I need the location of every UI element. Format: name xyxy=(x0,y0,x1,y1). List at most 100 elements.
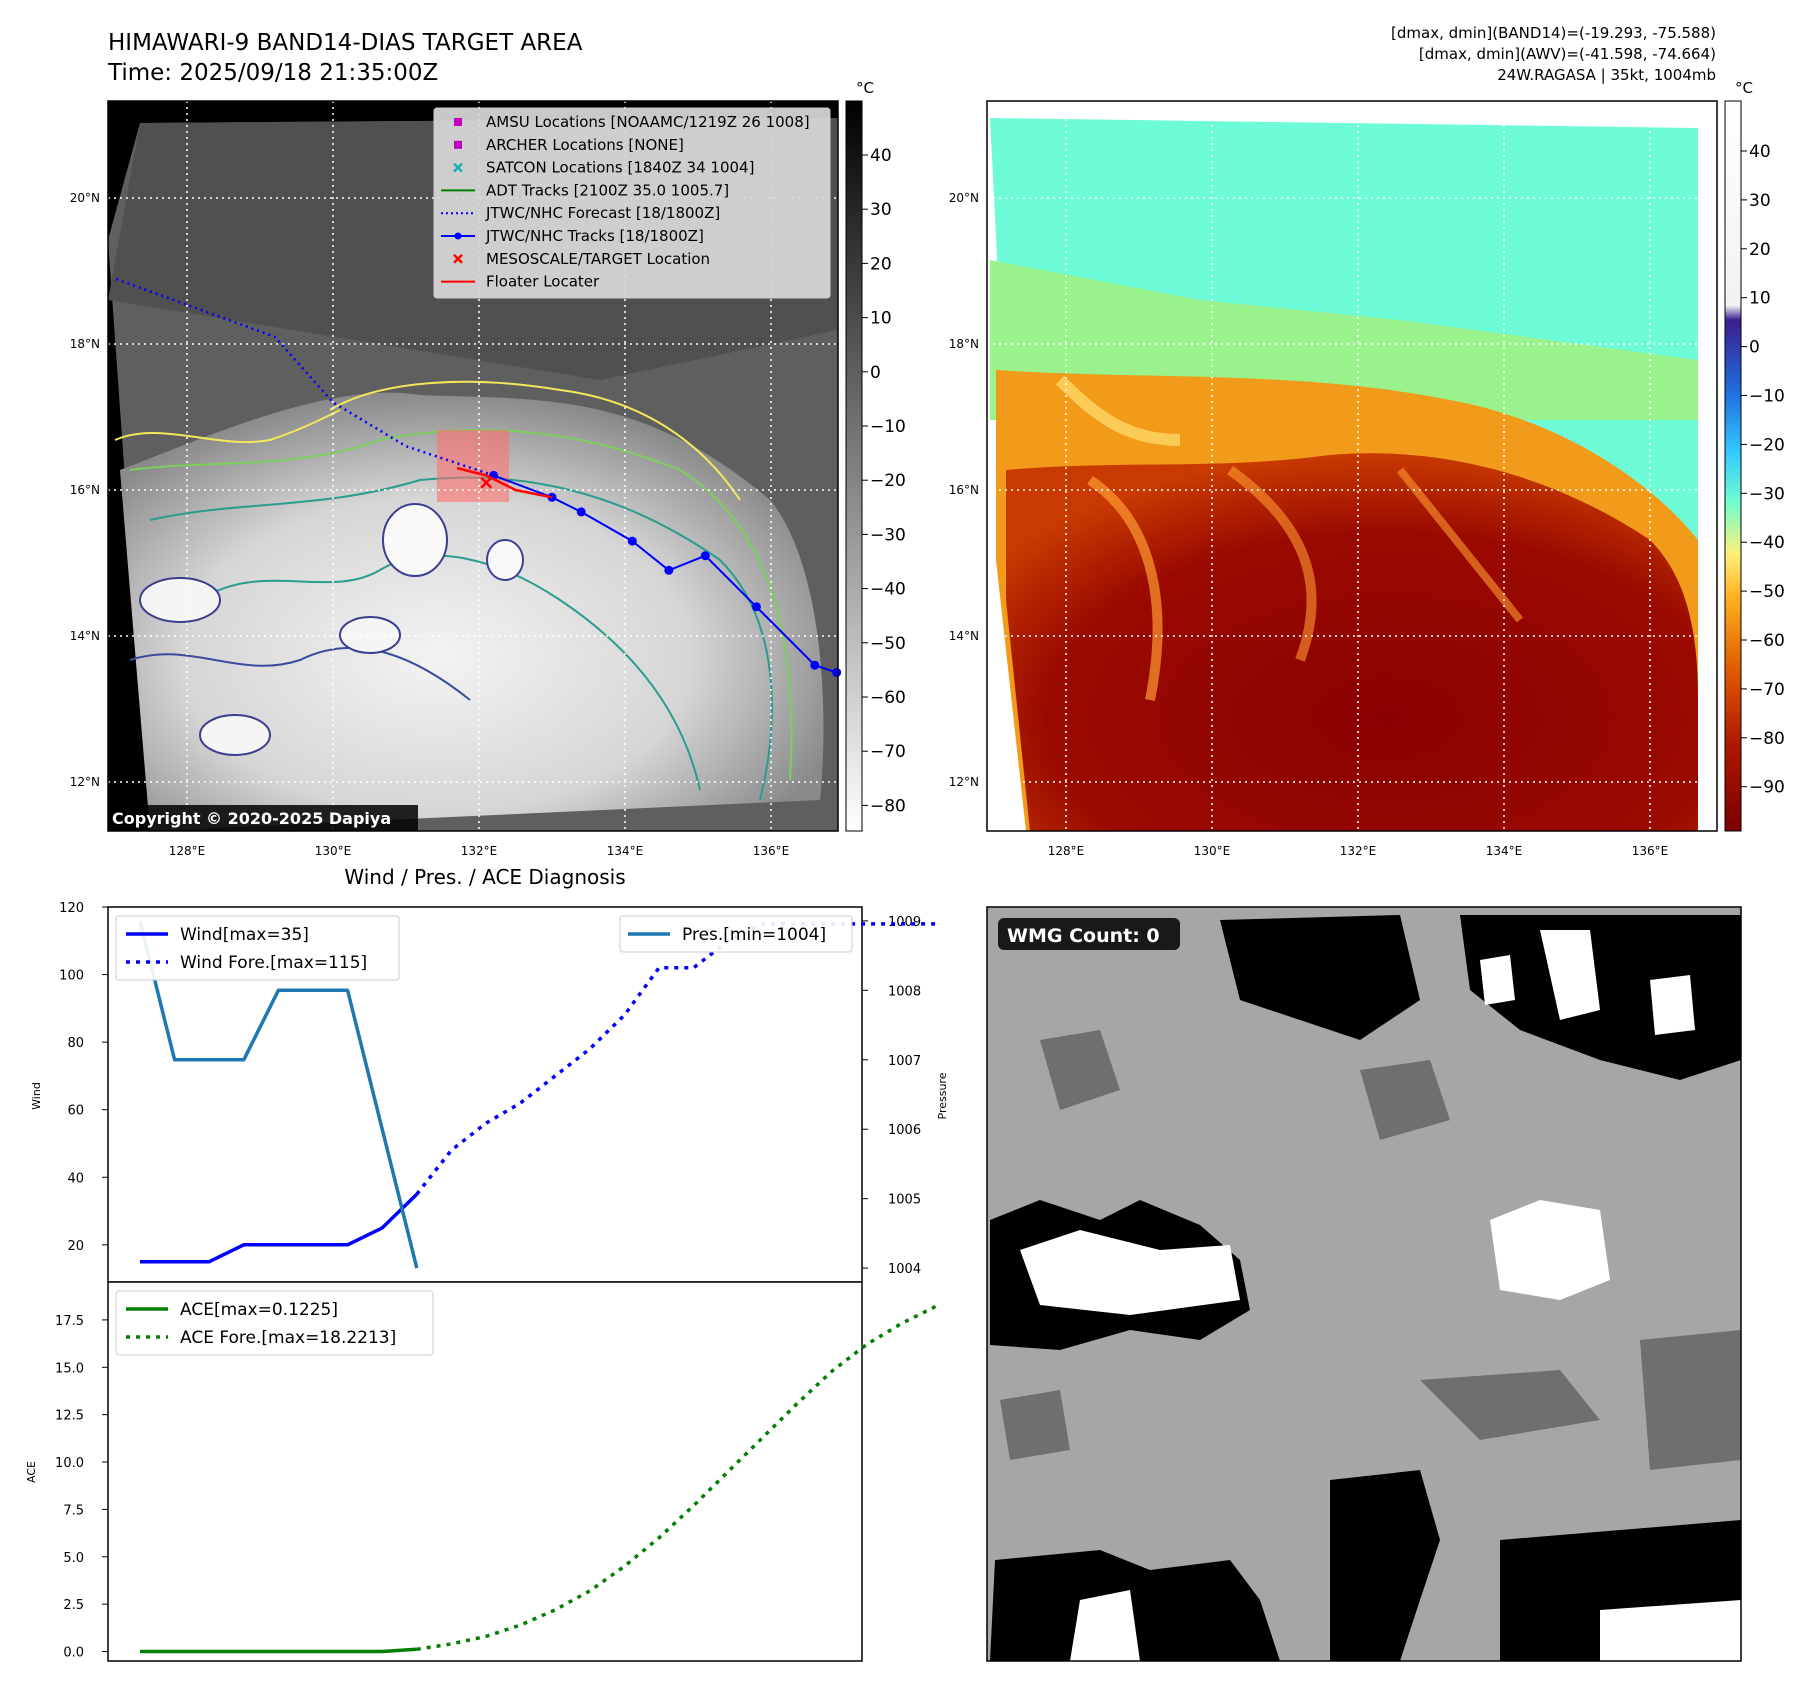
ir-cbar-label: −10 xyxy=(870,417,906,437)
ir-legend-label: MESOSCALE/TARGET Location xyxy=(486,250,710,268)
awv-lon-label: 128°E xyxy=(1048,844,1085,858)
ir-lon-label: 130°E xyxy=(315,844,352,858)
jtwc-track-point xyxy=(700,551,710,561)
ir-lat-label: 12°N xyxy=(70,775,100,789)
wind-ytick-label: 40 xyxy=(67,1171,84,1186)
ir-lon-label: 128°E xyxy=(169,844,206,858)
wind-ytick-label: 120 xyxy=(59,901,84,916)
ir-cbar-label: −30 xyxy=(870,525,906,545)
wind-axis-label: Wind xyxy=(30,1082,43,1110)
series-wind-fore- xyxy=(415,922,936,1196)
awv-cbar-label: −40 xyxy=(1749,533,1785,553)
ace-legend-1: ACE Fore.[max=18.2213] xyxy=(180,1328,396,1348)
jtwc-track-point xyxy=(832,668,842,677)
awv-colorbar-unit: °C xyxy=(1735,79,1753,97)
awv-cbar-label: 20 xyxy=(1749,240,1771,260)
ir-legend-label: Floater Locater xyxy=(486,273,600,291)
wind-legend-1: Wind Fore.[max=115] xyxy=(180,953,367,973)
series-ace xyxy=(140,1647,417,1654)
wmg-badge: WMG Count: 0 xyxy=(1007,925,1160,947)
wind-ytick-label: 60 xyxy=(67,1104,84,1119)
awv-lat-label: 18°N xyxy=(949,337,979,351)
jtwc-track-point xyxy=(751,602,761,612)
jtwc-forecast-line xyxy=(113,277,494,477)
dmax-awv-label: [dmax, dmin](AWV)=(-41.598, -74.664) xyxy=(1419,45,1716,63)
ir-legend-label: SATCON Locations [1840Z 34 1004] xyxy=(486,159,754,177)
ir-map-panel: AMSU Locations [NOAAMC/1219Z 26 1008] ARC… xyxy=(70,100,842,858)
ir-colorbar-unit: °C xyxy=(856,79,874,97)
awv-lat-label: 20°N xyxy=(949,191,979,205)
awv-cbar-label: 40 xyxy=(1749,142,1771,162)
ace-ytick-label: 5.0 xyxy=(63,1551,84,1566)
awv-cbar-label: −30 xyxy=(1749,484,1785,504)
ir-legend-label: ARCHER Locations [NONE] xyxy=(486,136,684,154)
floater-line xyxy=(456,466,553,499)
ace-ytick-label: 7.5 xyxy=(63,1503,84,1518)
ace-axis-label: ACE xyxy=(25,1461,38,1483)
pressure-ytick-label: 1007 xyxy=(888,1054,921,1069)
awv-lat-label: 14°N xyxy=(949,629,979,643)
ace-ytick-label: 2.5 xyxy=(63,1598,84,1613)
awv-cbar-label: −10 xyxy=(1749,387,1785,407)
awv-lon-label: 136°E xyxy=(1632,844,1669,858)
legend-marker-dot xyxy=(454,232,462,240)
ir-cbar-label: 20 xyxy=(870,254,892,274)
pressure-ytick-label: 1005 xyxy=(888,1193,921,1208)
jtwc-track-point xyxy=(664,565,674,575)
wind-legend-0: Wind[max=35] xyxy=(180,925,309,945)
ace-ytick-label: 0.0 xyxy=(63,1646,84,1661)
wind-pressure-chart: Wind Pressure 20 40 60 80 100 120 1004 1005 100… xyxy=(30,901,949,1283)
pressure-legend-0: Pres.[min=1004] xyxy=(682,925,826,945)
ir-lon-label: 136°E xyxy=(753,844,790,858)
pressure-ytick-label: 1004 xyxy=(888,1262,921,1277)
ir-cbar-label: −40 xyxy=(870,580,906,600)
ace-legend: ACE[max=0.1225] ACE Fore.[max=18.2213] xyxy=(115,1290,434,1356)
legend-marker-square xyxy=(454,140,462,149)
ace-ytick-label: 12.5 xyxy=(55,1409,84,1424)
awv-cbar-label: −50 xyxy=(1749,582,1785,602)
awv-cbar-label: 30 xyxy=(1749,191,1771,211)
ir-cbar-label: 10 xyxy=(870,309,892,329)
diag-title: Wind / Pres. / ACE Diagnosis xyxy=(344,865,625,889)
ir-lon-label: 134°E xyxy=(607,844,644,858)
awv-cbar-label: 10 xyxy=(1749,289,1771,309)
jtwc-track-point xyxy=(627,536,637,546)
series-ace-fore- xyxy=(416,1304,937,1652)
ir-colorbar: °C 40 30 20 10 0 −10 −20 −30 −40 −50 −60 −70 −80 xyxy=(845,79,906,832)
ir-cbar-label: 30 xyxy=(870,200,892,220)
ir-lon-label: 132°E xyxy=(461,844,498,858)
awv-lat-label: 16°N xyxy=(949,483,979,497)
awv-cbar-label: −90 xyxy=(1749,778,1785,798)
ir-cbar-label: −70 xyxy=(870,742,906,762)
ir-map-legend: AMSU Locations [NOAAMC/1219Z 26 1008] ARC… xyxy=(433,107,831,299)
figure-title: HIMAWARI-9 BAND14-DIAS TARGET AREA xyxy=(108,30,583,56)
awv-cbar-label: −70 xyxy=(1749,680,1785,700)
copyright-label: Copyright © 2020-2025 Dapiya xyxy=(112,809,391,828)
figure-time: Time: 2025/09/18 21:35:00Z xyxy=(107,60,438,86)
wind-legend: Wind[max=35] Wind Fore.[max=115] xyxy=(115,915,400,981)
target-location-marker xyxy=(480,476,493,489)
ace-legend-0: ACE[max=0.1225] xyxy=(180,1300,338,1320)
ir-cbar-label: 40 xyxy=(870,146,892,166)
ir-lat-label: 14°N xyxy=(70,629,100,643)
ace-ytick-label: 17.5 xyxy=(55,1314,84,1329)
ace-chart: ACE 0.0 2.5 5.0 7.5 10.0 12.5 15.0 17.5 ACE[max… xyxy=(25,1281,937,1662)
legend-marker-x xyxy=(453,162,463,173)
ace-ytick-label: 10.0 xyxy=(55,1456,84,1471)
ir-cbar-label: −50 xyxy=(870,634,906,654)
awv-cbar-label: 0 xyxy=(1749,338,1760,358)
ir-legend-label: JTWC/NHC Forecast [18/1800Z] xyxy=(485,204,720,222)
ir-cbar-label: 0 xyxy=(870,363,881,383)
ir-legend-label: AMSU Locations [NOAAMC/1219Z 26 1008] xyxy=(486,113,810,131)
dmax-band14-label: [dmax, dmin](BAND14)=(-19.293, -75.588) xyxy=(1391,24,1716,42)
wind-ytick-label: 100 xyxy=(59,969,84,984)
ace-ytick-label: 15.0 xyxy=(55,1361,84,1376)
awv-lon-label: 132°E xyxy=(1340,844,1377,858)
wmg-panel: WMG Count: 0 xyxy=(986,906,1742,1662)
ir-cbar-label: −60 xyxy=(870,688,906,708)
legend-marker-x xyxy=(453,253,463,264)
jtwc-track-point xyxy=(576,507,586,517)
pressure-axis-label: Pressure xyxy=(936,1072,949,1119)
awv-map-panel: 20°N 18°N 16°N 14°N 12°N 128°E 130°E 132°E 134°… xyxy=(949,100,1718,858)
ir-cbar-label: −80 xyxy=(870,796,906,816)
